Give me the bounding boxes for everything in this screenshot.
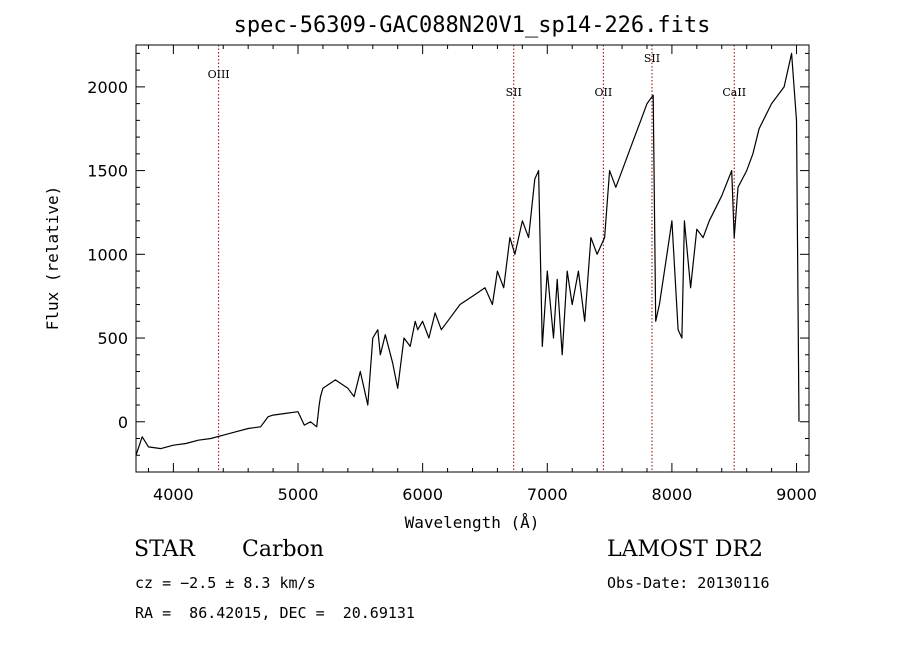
x-tick-label: 6000	[402, 485, 443, 504]
spectral-line-label: CaII	[722, 86, 746, 99]
survey-name: LAMOST DR2	[607, 537, 763, 562]
obs-date: Obs-Date: 20130116	[607, 574, 770, 592]
spectrum-chart: spec-56309-GAC088N20V1_sp14-226.fits OII…	[43, 13, 817, 532]
x-tick-label: 7000	[527, 485, 568, 504]
y-tick-label: 1500	[87, 162, 128, 181]
plot-frame	[135, 44, 810, 473]
y-tick-label: 0	[118, 413, 128, 432]
chart-title: spec-56309-GAC088N20V1_sp14-226.fits	[234, 13, 711, 38]
object-subclass: Carbon	[242, 537, 324, 562]
x-axis-label: Wavelength (Å)	[405, 513, 540, 532]
coordinates-readout: RA = 86.42015, DEC = 20.69131	[135, 604, 415, 622]
spectral-line-label: OII	[595, 86, 613, 99]
velocity-readout: cz = −2.5 ± 8.3 km/s	[135, 574, 316, 592]
spectral-line-label: OIII	[208, 68, 230, 81]
spectral-line-label: SII	[644, 52, 660, 65]
y-tick-label: 1000	[87, 245, 128, 264]
x-tick-label: 4000	[153, 485, 194, 504]
spectrum-line	[135, 52, 800, 456]
spectral-line-label: SII	[506, 86, 522, 99]
x-tick-label: 8000	[652, 485, 693, 504]
object-class: STAR	[134, 537, 195, 562]
y-tick-label: 500	[97, 329, 128, 348]
x-tick-label: 5000	[278, 485, 319, 504]
y-tick-label: 2000	[87, 78, 128, 97]
y-axis-label: Flux (relative)	[43, 186, 62, 331]
x-tick-label: 9000	[776, 485, 817, 504]
